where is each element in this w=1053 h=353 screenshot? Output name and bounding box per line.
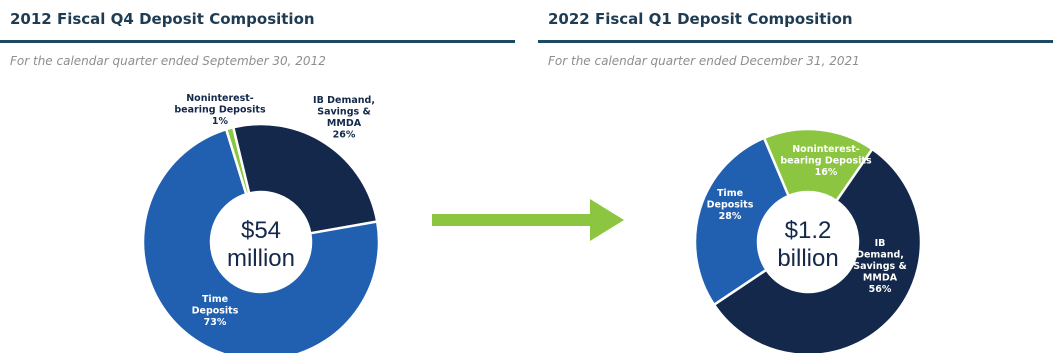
right-center-value: $1.2 <box>785 217 832 244</box>
right-center-unit: billion <box>777 245 838 272</box>
transition-arrow-icon <box>432 195 632 245</box>
